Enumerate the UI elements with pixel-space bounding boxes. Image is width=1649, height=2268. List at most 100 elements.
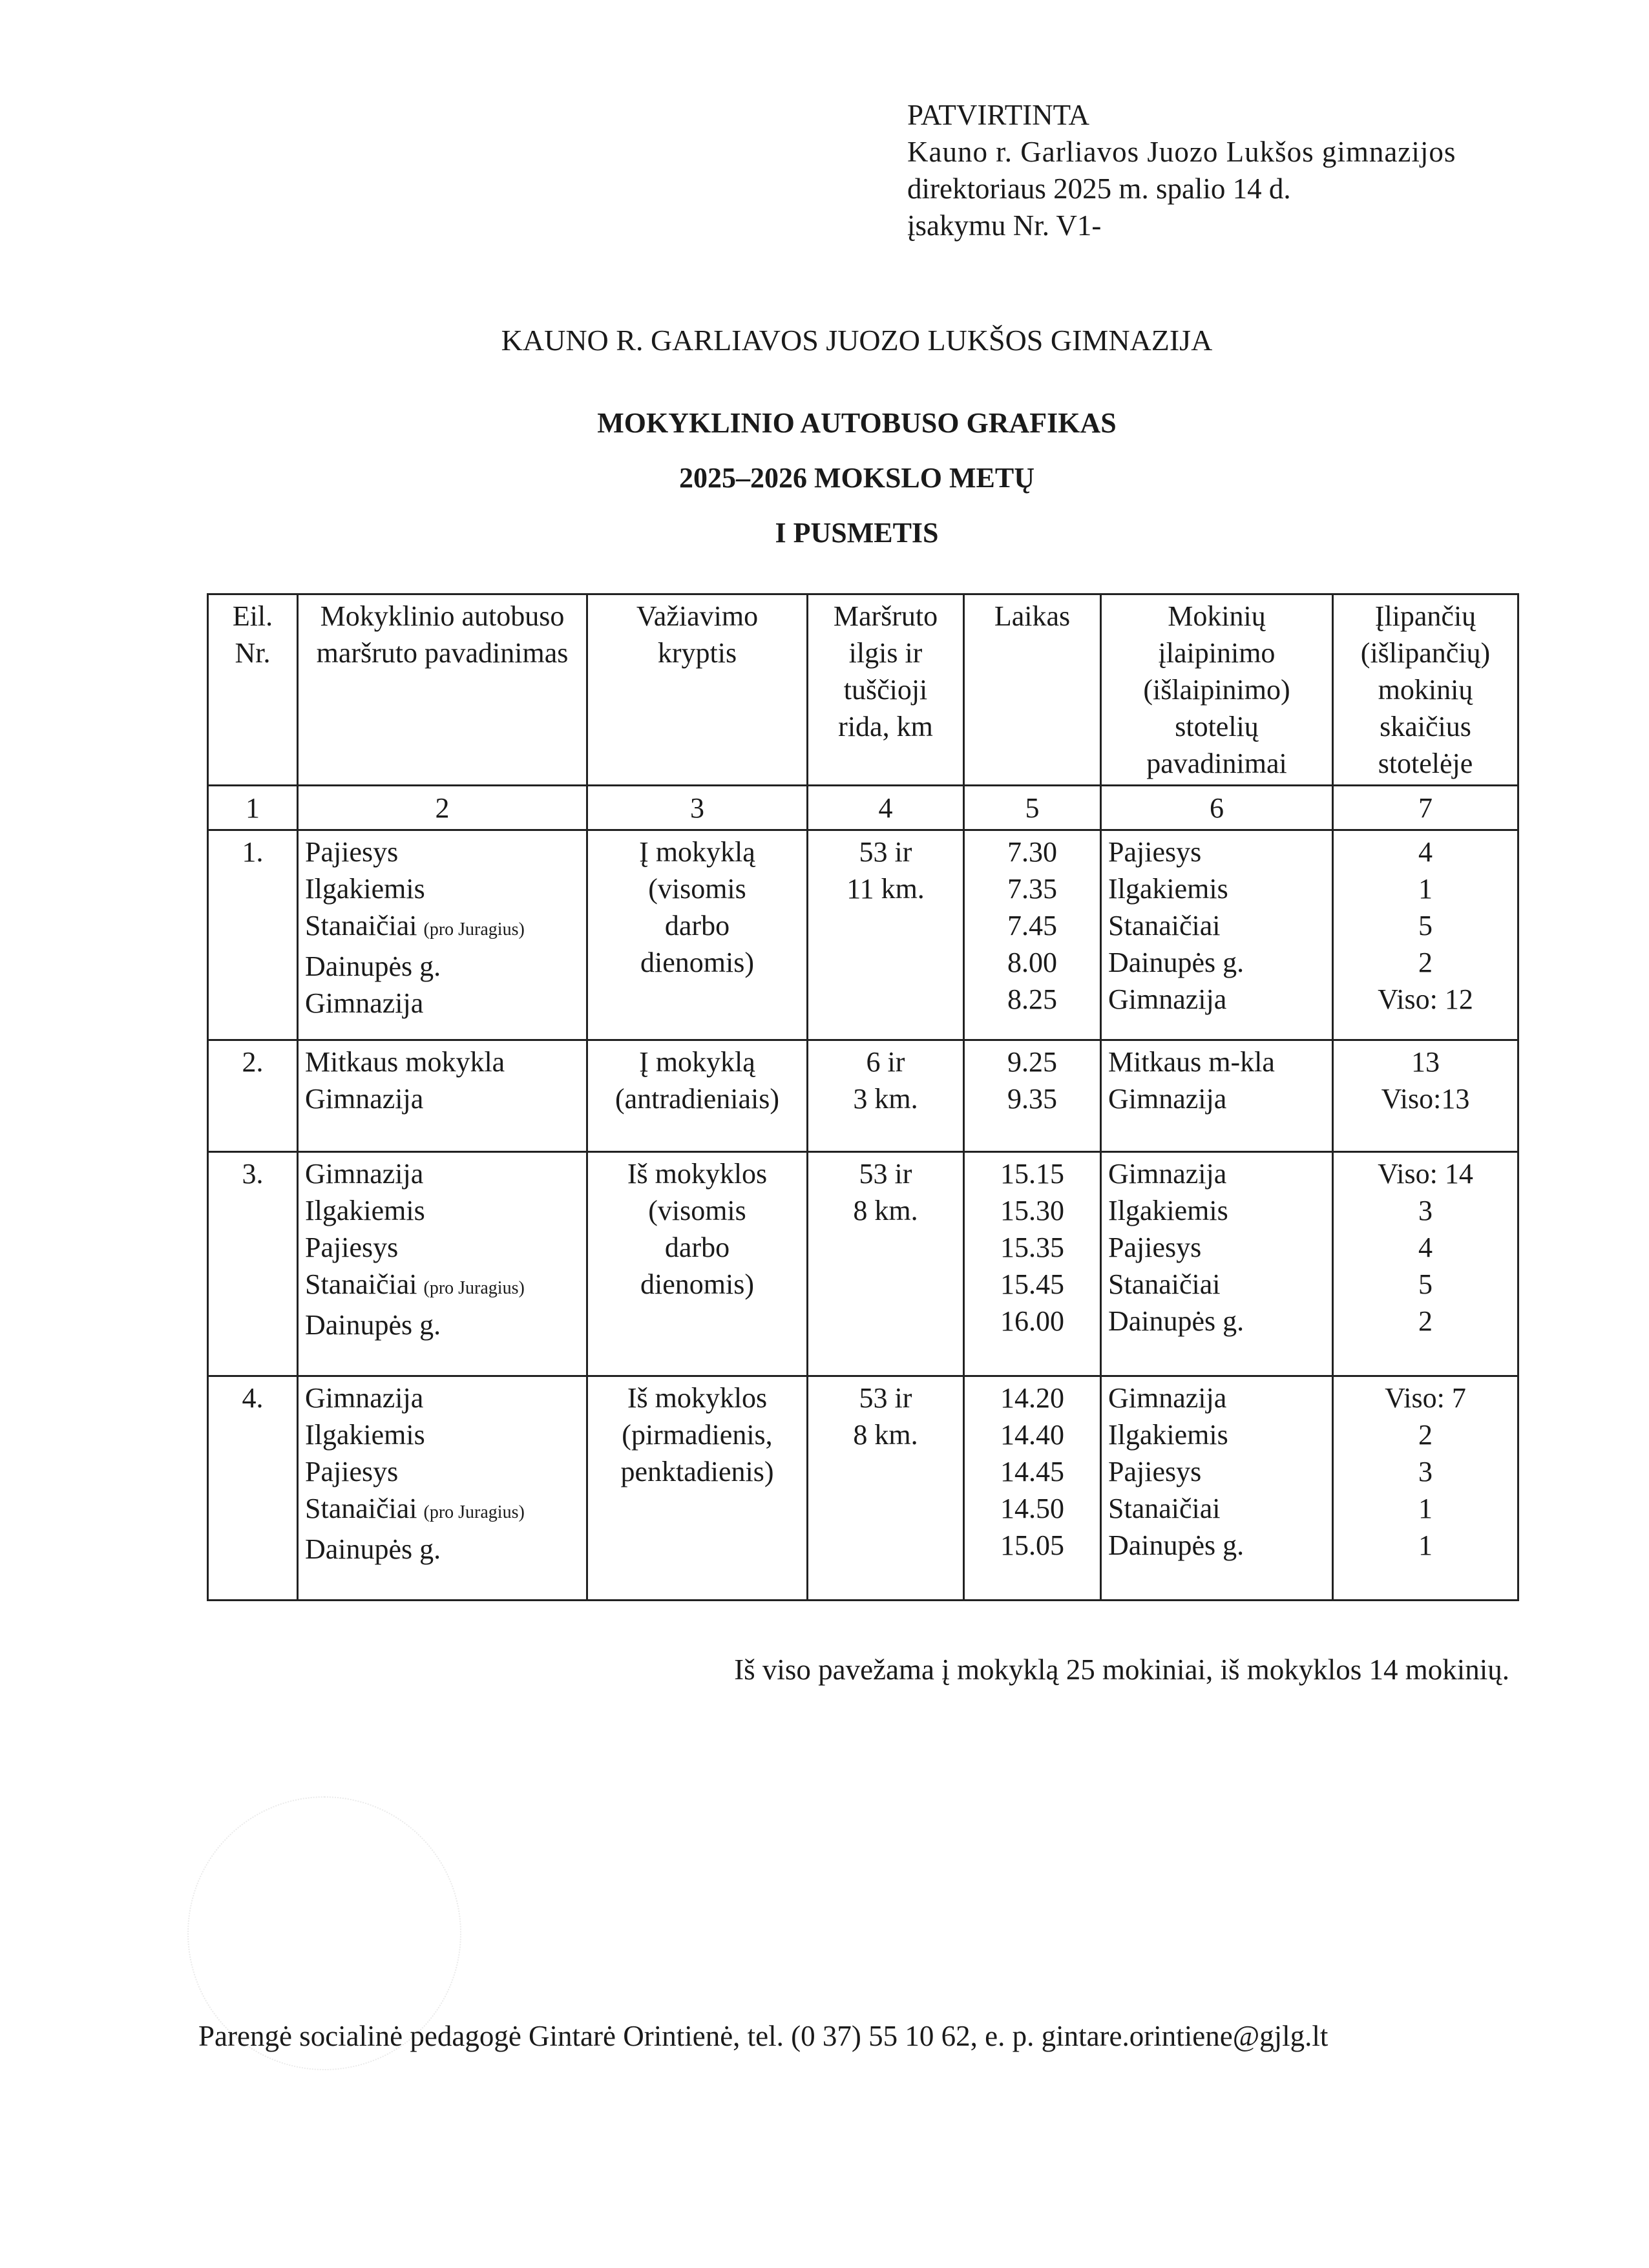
departure-time: 14.40 — [1000, 1419, 1064, 1451]
direction-text: (pirmadienis, — [622, 1419, 773, 1451]
route-stop-line: Stanaičiai (pro Juragius) — [305, 1266, 580, 1307]
student-count: Viso: 12 — [1378, 983, 1473, 1015]
route-stop: Stanaičiai — [305, 1268, 417, 1300]
length-text: 3 km. — [853, 1083, 918, 1115]
approval-line: direktoriaus 2025 m. spalio 14 d. — [907, 173, 1291, 205]
departure-time: 16.00 — [1000, 1305, 1064, 1337]
row-number-cell: 4. — [207, 1375, 299, 1601]
summary-text: Iš viso pavežama į mokyklą 25 mokiniai, … — [734, 1654, 1509, 1686]
student-count: Viso:13 — [1381, 1083, 1470, 1115]
student-count: 2 — [1418, 1419, 1433, 1451]
route-stop: Gimnazija — [305, 987, 424, 1019]
student-count: 2 — [1418, 1305, 1433, 1337]
length-cell: 53 ir 11 km. — [806, 829, 965, 1041]
column-number: 7 — [1332, 784, 1519, 831]
column-header: Įlipančių (išlipančių) mokinių skaičius … — [1332, 593, 1519, 786]
times-cell: 7.30 7.35 7.45 8.00 8.25 — [963, 829, 1102, 1041]
departure-time: 8.00 — [1007, 947, 1057, 978]
column-number: 5 — [963, 784, 1102, 831]
student-count: 4 — [1418, 1232, 1433, 1263]
route-stop: Stanaičiai — [305, 910, 417, 941]
direction-text: dienomis) — [640, 947, 754, 978]
row-number-cell: 2. — [207, 1039, 299, 1153]
length-cell: 6 ir 3 km. — [806, 1039, 965, 1153]
prepared-by-footer: Parengė socialinė pedagogė Gintarė Orint… — [198, 2020, 1329, 2052]
stop-name: Pajiesys — [1108, 836, 1202, 868]
stop-name: Dainupės g. — [1108, 1529, 1245, 1561]
stop-name: Stanaičiai — [1108, 910, 1221, 941]
approval-block: PATVIRTINTA Kauno r. Garliavos Juozo Luk… — [907, 97, 1456, 244]
departure-time: 15.45 — [1000, 1268, 1064, 1300]
row-number-cell: 1. — [207, 829, 299, 1041]
route-stop: Gimnazija — [305, 1083, 424, 1115]
document-subtitle: I PUSMETIS — [775, 517, 939, 549]
departure-time: 9.35 — [1007, 1083, 1057, 1115]
length-text: 53 ir — [859, 1158, 912, 1190]
column-header: Eil. Nr. — [207, 593, 299, 786]
length-text: 6 ir — [866, 1046, 905, 1078]
column-number: 1 — [207, 784, 299, 831]
route-stop: Gimnazija — [305, 1158, 424, 1190]
direction-text: Į mokyklą — [639, 836, 755, 868]
length-cell: 53 ir 8 km. — [806, 1151, 965, 1377]
document-title: MOKYKLINIO AUTOBUSO GRAFIKAS — [597, 407, 1117, 439]
stop-name: Mitkaus m-kla — [1108, 1046, 1275, 1078]
departure-time: 15.15 — [1000, 1158, 1064, 1190]
direction-text: darbo — [664, 910, 730, 941]
counts-cell: 13 Viso:13 — [1332, 1039, 1519, 1153]
stop-name: Stanaičiai — [1108, 1493, 1221, 1524]
stop-name: Stanaičiai — [1108, 1268, 1221, 1300]
student-count: 2 — [1418, 947, 1433, 978]
route-cell: Gimnazija Ilgakiemis Pajiesys Stanaičiai (pr… — [297, 1375, 588, 1601]
departure-time: 14.20 — [1000, 1382, 1064, 1414]
length-cell: 53 ir 8 km. — [806, 1375, 965, 1601]
route-stop-line: Stanaičiai (pro Juragius) — [305, 1490, 580, 1531]
header-row: Eil. Nr. Mokyklinio autobuso maršruto pa… — [207, 593, 1519, 786]
stop-name: Pajiesys — [1108, 1232, 1202, 1263]
stops-cell: Gimnazija Ilgakiemis Pajiesys Stanaičiai Dai… — [1100, 1151, 1334, 1377]
counts-cell: Viso: 7 2 3 1 1 — [1332, 1375, 1519, 1601]
direction-text: darbo — [664, 1232, 730, 1263]
column-number-row: 1 2 3 4 5 6 7 — [207, 784, 1519, 831]
route-note: (pro Juragius) — [423, 1278, 525, 1298]
route-stop: Stanaičiai — [305, 1493, 417, 1524]
length-text: 53 ir — [859, 836, 912, 868]
route-stop: Dainupės g. — [305, 1309, 441, 1341]
departure-time: 8.25 — [1007, 983, 1057, 1015]
counts-cell: 4 1 5 2 Viso: 12 — [1332, 829, 1519, 1041]
direction-text: Iš mokyklos — [627, 1158, 768, 1190]
stop-name: Dainupės g. — [1108, 947, 1245, 978]
bus-schedule-table: Eil. Nr. Mokyklinio autobuso maršruto pa… — [207, 593, 1519, 1601]
departure-time: 7.35 — [1007, 873, 1057, 905]
table-row: 4. Gimnazija Ilgakiemis Pajiesys Stanaičiai (… — [207, 1375, 1519, 1601]
times-cell: 9.25 9.35 — [963, 1039, 1102, 1153]
counts-cell: Viso: 14 3 4 5 2 — [1332, 1151, 1519, 1377]
route-stop: Dainupės g. — [305, 1533, 441, 1565]
student-count: 5 — [1418, 910, 1433, 941]
student-count: 13 — [1411, 1046, 1440, 1078]
direction-text: (visomis — [648, 873, 746, 905]
route-stop: Mitkaus mokykla — [305, 1046, 505, 1078]
direction-cell: Į mokyklą (visomis darbo dienomis) — [586, 829, 808, 1041]
stop-name: Gimnazija — [1108, 983, 1227, 1015]
student-count: 1 — [1418, 873, 1433, 905]
departure-time: 15.05 — [1000, 1529, 1064, 1561]
stamp-mark — [187, 1796, 461, 2070]
table-row: 2. Mitkaus mokykla Gimnazija Į mokyklą (antr… — [207, 1039, 1519, 1153]
direction-text: Iš mokyklos — [627, 1382, 768, 1414]
student-count: 3 — [1418, 1456, 1433, 1487]
stop-name: Gimnazija — [1108, 1382, 1227, 1414]
student-count: 1 — [1418, 1529, 1433, 1561]
route-cell: Gimnazija Ilgakiemis Pajiesys Stanaičiai (pr… — [297, 1151, 588, 1377]
departure-time: 14.50 — [1000, 1493, 1064, 1524]
direction-cell: Iš mokyklos (pirmadienis, penktadienis) — [586, 1375, 808, 1601]
approval-line: įsakymu Nr. V1- — [907, 209, 1102, 242]
direction-text: Į mokyklą — [639, 1046, 755, 1078]
stops-cell: Pajiesys Ilgakiemis Stanaičiai Dainupės g. G… — [1100, 829, 1334, 1041]
student-count: 4 — [1418, 836, 1433, 868]
table-row: 1. Pajiesys Ilgakiemis Stanaičiai (pro Jurag… — [207, 829, 1519, 1041]
direction-text: penktadienis) — [620, 1456, 774, 1487]
column-header: Maršruto ilgis ir tuščioji rida, km — [806, 593, 965, 786]
document-titles: MOKYKLINIO AUTOBUSO GRAFIKAS 2025–2026 M… — [0, 395, 1649, 560]
student-count: 3 — [1418, 1195, 1433, 1226]
